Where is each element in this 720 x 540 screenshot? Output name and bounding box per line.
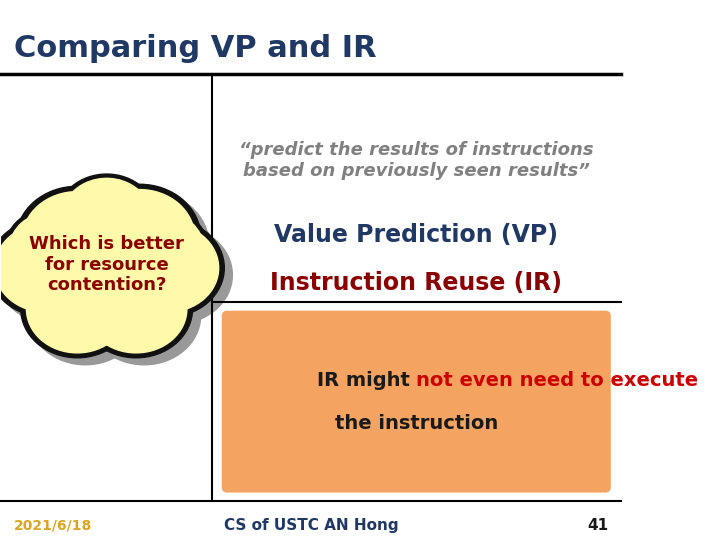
Circle shape [84, 190, 194, 285]
Circle shape [27, 265, 128, 353]
Circle shape [85, 265, 187, 353]
Circle shape [22, 192, 132, 287]
Circle shape [123, 213, 203, 282]
Circle shape [58, 174, 156, 260]
Text: 41: 41 [587, 518, 608, 532]
Circle shape [0, 226, 110, 324]
Circle shape [86, 191, 209, 298]
Circle shape [62, 178, 151, 255]
Circle shape [24, 193, 146, 300]
Circle shape [16, 186, 138, 293]
Text: Which is better
for resource
contention?: Which is better for resource contention? [30, 235, 184, 294]
Circle shape [127, 216, 216, 293]
Text: Comparing VP and IR: Comparing VP and IR [14, 33, 377, 63]
Circle shape [80, 260, 192, 358]
Circle shape [118, 209, 208, 286]
Text: 2021/6/18: 2021/6/18 [14, 518, 92, 532]
Circle shape [29, 267, 142, 364]
Text: not even need to execute: not even need to execute [416, 370, 698, 390]
Circle shape [30, 204, 199, 350]
Circle shape [112, 219, 225, 317]
Circle shape [66, 181, 164, 267]
Circle shape [120, 226, 233, 324]
Circle shape [22, 197, 192, 343]
Circle shape [88, 267, 201, 364]
Circle shape [78, 184, 201, 291]
Text: CS of USTC AN Hong: CS of USTC AN Hong [224, 518, 398, 532]
Text: Value Prediction (VP): Value Prediction (VP) [274, 223, 558, 247]
Text: “predict the results of instructions
based on previously seen results”: “predict the results of instructions bas… [239, 141, 593, 180]
Text: IR might: IR might [317, 370, 416, 390]
Circle shape [10, 213, 91, 282]
Circle shape [30, 204, 183, 336]
Circle shape [21, 260, 134, 358]
Circle shape [117, 224, 219, 312]
Text: Instruction Reuse (IR): Instruction Reuse (IR) [270, 272, 562, 295]
Circle shape [0, 224, 96, 312]
Text: the instruction: the instruction [335, 414, 498, 433]
Circle shape [14, 216, 103, 293]
FancyBboxPatch shape [222, 312, 610, 492]
Circle shape [6, 209, 95, 286]
Circle shape [0, 219, 102, 317]
